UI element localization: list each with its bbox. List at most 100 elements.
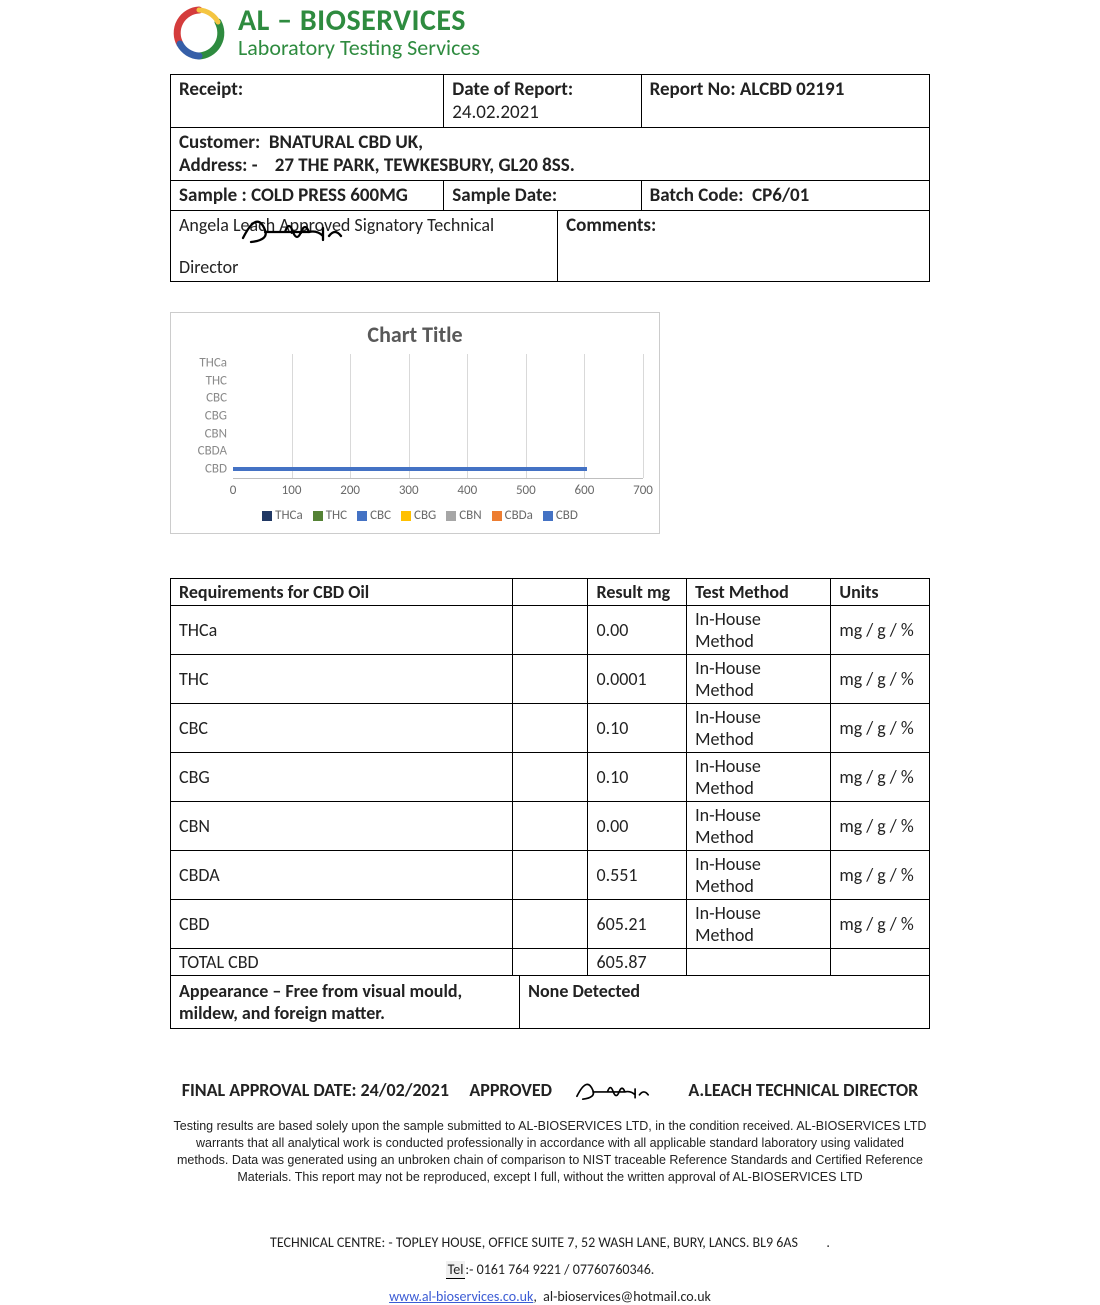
results-cell: CBG bbox=[171, 753, 513, 802]
results-cell bbox=[512, 851, 588, 900]
x-axis-label: 0 bbox=[230, 483, 237, 498]
results-cell: CBD bbox=[171, 900, 513, 949]
legend-swatch bbox=[313, 511, 323, 521]
results-cell bbox=[512, 753, 588, 802]
report-value: ALCBD 02191 bbox=[740, 78, 844, 101]
signatory-line2: Director bbox=[179, 256, 549, 278]
sample-value: COLD PRESS 600MG bbox=[251, 184, 408, 207]
x-axis-label: 100 bbox=[282, 483, 302, 498]
results-header-cell: Requirements for CBD Oil bbox=[171, 579, 513, 606]
comments-label: Comments: bbox=[566, 214, 656, 237]
results-header-cell bbox=[512, 579, 588, 606]
sample-date-label: Sample Date: bbox=[452, 184, 557, 207]
results-cell: mg / g / % bbox=[831, 606, 930, 655]
appearance-req: Appearance – Free from visual mould, mil… bbox=[171, 976, 520, 1029]
legend-swatch bbox=[446, 511, 456, 521]
results-cell: mg / g / % bbox=[831, 900, 930, 949]
gridline bbox=[409, 354, 410, 478]
chart-body: 0100200300400500600700THCaTHCCBCCBGCBNCB… bbox=[233, 354, 645, 496]
chart-container: Chart Title 0100200300400500600700THCaTH… bbox=[170, 312, 660, 534]
results-cell bbox=[512, 704, 588, 753]
approval-approved: APPROVED bbox=[469, 1079, 552, 1101]
x-axis-line bbox=[233, 478, 643, 479]
appearance-table: Appearance – Free from visual mould, mil… bbox=[170, 976, 930, 1029]
y-axis-label: CBN bbox=[181, 426, 227, 441]
gridline bbox=[643, 354, 644, 478]
address-value: 27 THE PARK, TEWKESBURY, GL20 8SS. bbox=[275, 154, 575, 177]
company-sub: Laboratory Testing Services bbox=[238, 36, 480, 60]
results-cell: 605.21 bbox=[588, 900, 687, 949]
email: al-bioservices@hotmail.co.uk bbox=[543, 1288, 711, 1305]
results-header-cell: Test Method bbox=[687, 579, 831, 606]
results-cell bbox=[831, 949, 930, 976]
legend-swatch bbox=[262, 511, 272, 521]
results-cell: mg / g / % bbox=[831, 851, 930, 900]
results-cell: In-House Method bbox=[687, 655, 831, 704]
legend-label: CBN bbox=[459, 508, 481, 523]
gridline bbox=[292, 354, 293, 478]
customer-value: BNATURAL CBD UK, bbox=[269, 131, 423, 154]
legend-swatch bbox=[401, 511, 411, 521]
website-link[interactable]: www.al-bioservices.co.uk bbox=[389, 1288, 533, 1305]
batch-value: CP6/01 bbox=[752, 184, 809, 207]
date-value: 24.02.2021 bbox=[452, 101, 539, 124]
telephone: Tel:- 0161 764 9221 / 07760760346. bbox=[170, 1261, 930, 1278]
cbd-bar bbox=[233, 467, 587, 471]
tel-value: :- 0161 764 9221 / 07760760346. bbox=[465, 1261, 654, 1278]
results-cell: 0.10 bbox=[588, 753, 687, 802]
results-cell: 0.10 bbox=[588, 704, 687, 753]
results-header-cell: Units bbox=[831, 579, 930, 606]
results-cell: THC bbox=[171, 655, 513, 704]
tel-label: Tel bbox=[446, 1261, 466, 1279]
results-cell bbox=[512, 900, 588, 949]
results-cell: 605.87 bbox=[588, 949, 687, 976]
results-cell: mg / g / % bbox=[831, 655, 930, 704]
batch-label: Batch Code: bbox=[650, 184, 744, 207]
x-axis-label: 300 bbox=[399, 483, 419, 498]
results-cell: TOTAL CBD bbox=[171, 949, 513, 976]
sample-label: Sample : bbox=[179, 184, 247, 207]
legend-label: CBC bbox=[370, 508, 391, 523]
gridline bbox=[526, 354, 527, 478]
y-axis-label: CBG bbox=[181, 409, 227, 424]
y-axis-label: THC bbox=[181, 373, 227, 388]
y-axis-label: THCa bbox=[181, 355, 227, 370]
company-name: AL – BIOSERVICES bbox=[238, 6, 480, 36]
legend-label: CBD bbox=[556, 508, 578, 523]
approval-date-label: FINAL APPROVAL DATE: bbox=[182, 1079, 357, 1101]
chart-title: Chart Title bbox=[185, 321, 645, 348]
y-axis-label: CBDA bbox=[181, 444, 227, 459]
results-cell: In-House Method bbox=[687, 851, 831, 900]
header: AL – BIOSERVICES Laboratory Testing Serv… bbox=[170, 0, 930, 62]
report-label: Report No: bbox=[650, 78, 736, 101]
gridline bbox=[350, 354, 351, 478]
tech-centre-text: TECHNICAL CENTRE: - TOPLEY HOUSE, OFFICE… bbox=[270, 1234, 798, 1251]
signatory-table: Angela Leach Approved Signatory Technica… bbox=[170, 211, 930, 282]
signatory-line1: Angela Leach Approved Signatory Technica… bbox=[179, 214, 549, 236]
approval-line: FINAL APPROVAL DATE: 24/02/2021 APPROVED… bbox=[170, 1073, 930, 1110]
gridline bbox=[467, 354, 468, 478]
x-axis-label: 500 bbox=[516, 483, 536, 498]
chart-legend: THCaTHCCBCCBGCBNCBDaCBD bbox=[185, 508, 645, 523]
appearance-result: None Detected bbox=[520, 976, 930, 1029]
address-label: Address: - bbox=[179, 154, 258, 177]
receipt-label: Receipt: bbox=[179, 78, 243, 101]
results-cell: 0.551 bbox=[588, 851, 687, 900]
results-cell bbox=[687, 949, 831, 976]
disclaimer: Testing results are based solely upon th… bbox=[170, 1118, 930, 1186]
x-axis-label: 400 bbox=[457, 483, 477, 498]
results-cell: mg / g / % bbox=[831, 704, 930, 753]
results-cell: 0.0001 bbox=[588, 655, 687, 704]
results-cell: In-House Method bbox=[687, 900, 831, 949]
results-cell: mg / g / % bbox=[831, 753, 930, 802]
approval-role: A.LEACH TECHNICAL DIRECTOR bbox=[688, 1079, 918, 1101]
results-cell: In-House Method bbox=[687, 802, 831, 851]
results-cell: In-House Method bbox=[687, 606, 831, 655]
logo-icon bbox=[170, 4, 228, 62]
date-label: Date of Report: bbox=[452, 78, 573, 101]
links: www.al-bioservices.co.uk, al-bioservices… bbox=[170, 1288, 930, 1305]
x-axis-label: 600 bbox=[575, 483, 595, 498]
results-cell: mg / g / % bbox=[831, 802, 930, 851]
results-cell bbox=[512, 802, 588, 851]
y-axis-label: CBC bbox=[181, 391, 227, 406]
